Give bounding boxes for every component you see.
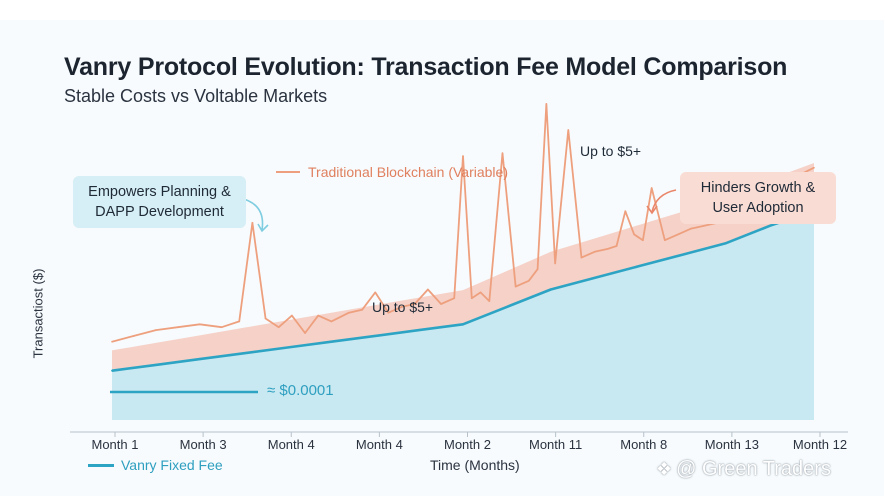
traditional-point-16 <box>374 291 377 294</box>
traditional-point-4 <box>198 323 201 326</box>
traditional-point-53 <box>813 166 815 169</box>
right-callout-arrowhead <box>646 205 658 215</box>
vanry-point-3 <box>242 352 245 355</box>
traditional-point-33 <box>567 129 570 131</box>
vanry-point-6 <box>374 335 377 337</box>
traditional-point-27 <box>501 152 504 154</box>
traditional-point-42 <box>664 239 666 241</box>
vanry-point-9 <box>505 306 508 308</box>
x-tick-label: Month 8 <box>620 437 667 452</box>
legend-traditional-label: Traditional Blockchain (Variable) <box>308 164 508 180</box>
vanry-point-7 <box>418 329 421 331</box>
legend-vanry: Vanry Fixed Fee <box>88 457 223 473</box>
vanry-fill-area <box>112 211 814 420</box>
traditional-point-20 <box>427 288 429 291</box>
traditional-point-8 <box>264 317 267 320</box>
traditional-point-24 <box>470 297 473 300</box>
traditional-point-2 <box>155 329 157 331</box>
vanry-point-12 <box>637 265 640 268</box>
watermark-logo-icon: ❖ <box>656 459 673 479</box>
vanry-point-5 <box>330 340 333 343</box>
vanry-point-8 <box>462 323 464 326</box>
y-axis-label: Transactiost ($) <box>30 268 46 359</box>
traditional-point-3 <box>177 326 179 329</box>
traditional-point-41 <box>650 187 653 189</box>
right-callout-arrow <box>651 189 677 213</box>
annotation-spike-mid: Up to $5+ <box>372 299 434 315</box>
traditional-point-44 <box>690 227 692 230</box>
traditional-point-1 <box>133 335 135 337</box>
legend-vanry-label: Vanry Fixed Fee <box>121 457 223 473</box>
vanry-point-15 <box>769 224 772 227</box>
traditional-point-19 <box>413 303 416 305</box>
traditional-point-12 <box>317 314 320 317</box>
traditional-point-9 <box>277 326 280 329</box>
traditional-point-32 <box>554 262 556 265</box>
traditional-point-28 <box>514 285 517 288</box>
x-tick-label: Month 4 <box>268 437 315 452</box>
traditional-point-36 <box>606 248 609 250</box>
traditional-point-5 <box>220 326 223 329</box>
traditional-series-line <box>111 103 815 343</box>
traditional-point-38 <box>624 210 627 212</box>
traditional-point-40 <box>642 239 644 241</box>
annotation-spike-top: Up to $5+ <box>580 143 642 159</box>
x-axis-label: Time (Months) <box>430 457 520 473</box>
vanry-point-2 <box>198 358 201 360</box>
traditional-point-6 <box>238 320 241 323</box>
traditional-point-17 <box>387 311 390 314</box>
traditional-point-45 <box>703 224 706 227</box>
chart-title: Vanry Protocol Evolution: Transaction Fe… <box>64 53 788 81</box>
vanry-point-0 <box>111 369 113 372</box>
traditional-point-26 <box>488 300 491 302</box>
traditional-point-15 <box>361 309 363 311</box>
x-tick-label: Month 2 <box>444 437 491 452</box>
top-bar <box>0 0 884 20</box>
vanry-point-4 <box>286 346 289 349</box>
legend-traditional: Traditional Blockchain (Variable) <box>276 164 508 180</box>
vanry-point-10 <box>549 288 552 291</box>
watermark: ❖ @ Green Traders <box>656 458 831 481</box>
traditional-point-34 <box>580 256 583 259</box>
x-tick-label: Month 13 <box>705 437 759 452</box>
traditional-point-14 <box>348 311 350 314</box>
traditional-point-0 <box>111 340 113 343</box>
traditional-point-25 <box>479 291 482 294</box>
vanry-point-1 <box>154 364 157 366</box>
traditional-fill-area <box>112 163 814 371</box>
traditional-point-13 <box>330 320 333 323</box>
traditional-point-39 <box>633 233 635 236</box>
fixed-fee-label: ≈ $0.0001 <box>267 382 334 399</box>
x-tick-label: Month 3 <box>180 437 227 452</box>
legend-vanry-swatch <box>88 463 114 467</box>
traditional-point-21 <box>440 303 442 305</box>
chart-subtitle: Stable Costs vs Voltable Markets <box>64 86 328 106</box>
left-callout: Empowers Planning & DAPP Development <box>73 176 246 228</box>
x-ticks: Month 1 Month 3 Month 4 Month 4 Month 2 Month… <box>92 432 847 452</box>
traditional-point-30 <box>536 268 539 271</box>
right-callout: Hinders Growth & User Adoption <box>680 172 836 224</box>
x-tick-label: Month 11 <box>529 437 582 452</box>
traditional-point-31 <box>545 103 548 105</box>
traditional-point-7 <box>251 222 254 224</box>
x-tick-label: Month 1 <box>92 437 139 452</box>
traditional-point-29 <box>528 280 530 282</box>
traditional-point-43 <box>677 233 679 236</box>
traditional-point-22 <box>453 297 456 300</box>
traditional-point-37 <box>615 245 618 247</box>
legend-traditional-swatch <box>276 171 300 173</box>
traditional-point-23 <box>462 155 464 157</box>
traditional-point-35 <box>593 251 596 253</box>
x-tick-label: Month 12 <box>793 437 847 452</box>
traditional-point-18 <box>400 306 403 308</box>
vanry-point-13 <box>681 253 684 256</box>
vanry-point-14 <box>725 242 728 245</box>
traditional-point-10 <box>291 314 293 317</box>
traditional-point-11 <box>304 332 306 334</box>
x-tick-label: Month 4 <box>356 437 403 452</box>
vanry-point-11 <box>593 277 596 279</box>
watermark-text: @ Green Traders <box>676 458 831 480</box>
left-callout-arrowhead <box>257 223 269 233</box>
